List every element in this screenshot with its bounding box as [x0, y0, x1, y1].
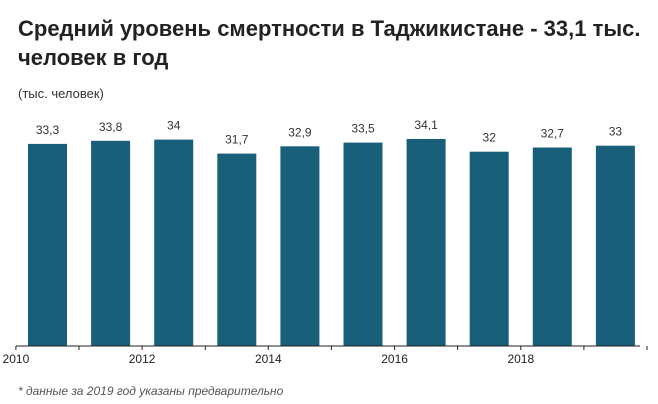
- bar-2013: [217, 153, 257, 346]
- x-tick-label-2016: 2016: [381, 352, 408, 366]
- bars-layer: [28, 139, 635, 346]
- bar-2019: [595, 145, 635, 346]
- chart-title: Средний уровень смертности в Таджикистан…: [18, 16, 641, 70]
- footnote: * данные за 2019 год указаны предварител…: [18, 384, 284, 398]
- bar-2015: [343, 142, 383, 346]
- value-label-2015: 33,5: [351, 122, 375, 136]
- value-labels-layer: 33,3 33,8 34 31,7 32,9 33,5 34,1 32 32,7 33: [36, 118, 623, 147]
- bar-2017: [469, 151, 509, 346]
- value-label-2011: 33,8: [99, 120, 123, 134]
- value-label-2014: 32,9: [288, 125, 312, 139]
- x-tick-label-2014: 2014: [255, 352, 282, 366]
- bar-2018: [532, 147, 572, 346]
- value-label-2013: 31,7: [225, 133, 249, 147]
- value-label-2016: 34,1: [414, 118, 438, 132]
- value-label-2012: 34: [167, 119, 181, 133]
- bar-2010: [28, 143, 67, 346]
- x-tick-label-2010: 2010: [3, 352, 30, 366]
- bar-2016: [406, 139, 446, 346]
- x-ticks-layer: [15, 346, 648, 350]
- x-tick-labels-layer: 2010 2012 2014 2016 2018: [3, 352, 535, 366]
- value-label-2018: 32,7: [541, 127, 565, 141]
- x-tick-label-2018: 2018: [507, 352, 534, 366]
- bar-2011: [91, 140, 131, 346]
- unit-label: (тыс. человек): [18, 86, 104, 101]
- value-label-2017: 32: [483, 131, 497, 145]
- bar-2012: [154, 139, 194, 346]
- bar-2014: [280, 146, 320, 346]
- value-label-2010: 33,3: [36, 123, 60, 137]
- value-label-2019: 33: [609, 125, 623, 139]
- x-tick-label-2012: 2012: [129, 352, 156, 366]
